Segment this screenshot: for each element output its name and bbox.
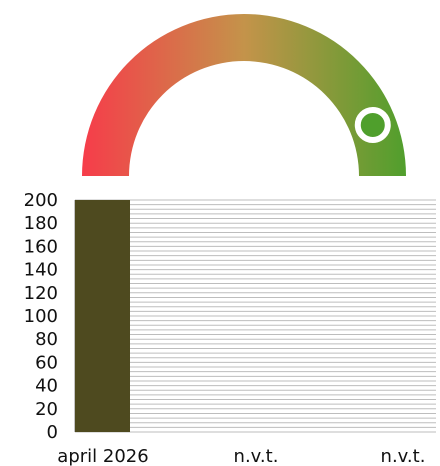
score-gauge <box>82 14 406 176</box>
gauge-arc <box>82 14 406 176</box>
y-tick-label: 40 <box>35 376 58 397</box>
gauge-marker <box>354 107 391 144</box>
y-tick-label: 120 <box>24 283 58 304</box>
x-category-label: n.v.t. <box>234 446 279 466</box>
y-tick-label: 160 <box>24 236 58 257</box>
y-tick-label: 80 <box>35 329 58 350</box>
x-category-label: april 2026 <box>57 446 148 466</box>
y-tick-label: 60 <box>35 352 58 373</box>
y-tick-label: 0 <box>47 422 58 443</box>
y-tick-label: 180 <box>24 213 58 234</box>
bar-0 <box>75 200 130 432</box>
y-tick-label: 20 <box>35 399 58 420</box>
x-category-label: n.v.t. <box>381 446 426 466</box>
x-axis-labels: april 2026 n.v.t. n.v.t. <box>57 446 425 466</box>
chart-grid <box>74 199 436 433</box>
y-tick-label: 200 <box>24 190 58 211</box>
y-tick-label: 100 <box>24 306 58 327</box>
chart-bars <box>75 200 130 432</box>
y-tick-label: 140 <box>24 260 58 281</box>
